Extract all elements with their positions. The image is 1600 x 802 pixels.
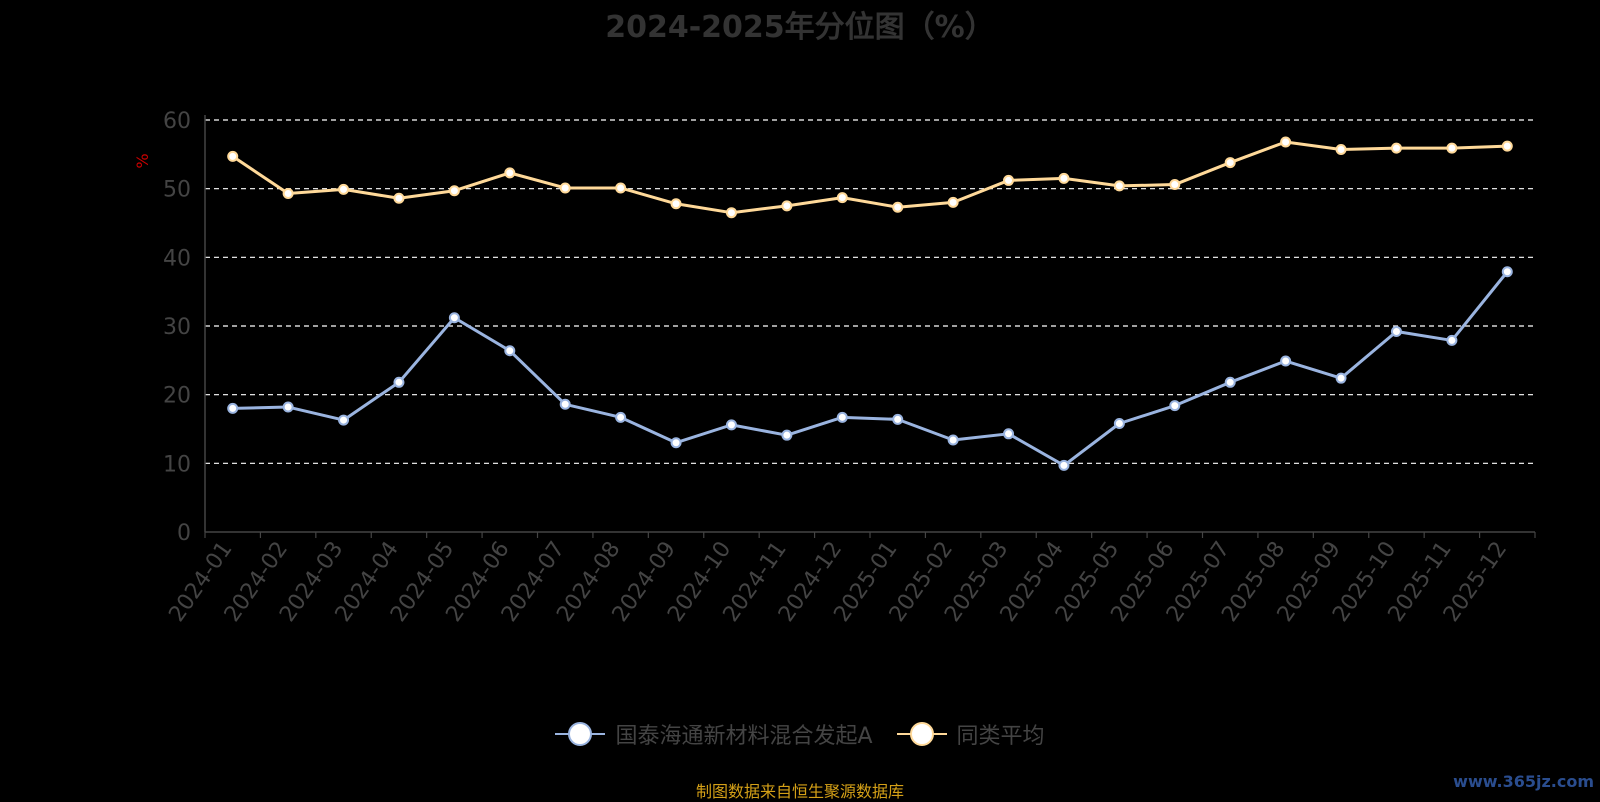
data-point-0 <box>282 401 294 413</box>
data-point-1 <box>947 196 959 208</box>
chart-legend: 国泰海通新材料混合发起A 同类平均 <box>0 718 1600 750</box>
data-point-1 <box>282 187 294 199</box>
data-point-0 <box>892 413 904 425</box>
data-point-0 <box>615 411 627 423</box>
data-point-0 <box>559 398 571 410</box>
legend-item-fund[interactable]: 国泰海通新材料混合发起A <box>555 718 873 750</box>
data-point-1 <box>725 207 737 219</box>
data-point-1 <box>504 167 516 179</box>
data-point-1 <box>393 192 405 204</box>
data-point-1 <box>670 198 682 210</box>
data-point-1 <box>615 182 627 194</box>
data-point-0 <box>504 345 516 357</box>
data-point-1 <box>448 185 460 197</box>
data-source-note: 制图数据来自恒生聚源数据库 <box>695 782 904 801</box>
data-point-0 <box>1058 459 1070 471</box>
legend-label-category-average: 同类平均 <box>956 724 1045 749</box>
data-point-1 <box>1003 174 1015 186</box>
data-point-1 <box>1058 172 1070 184</box>
data-point-0 <box>1390 325 1402 337</box>
data-point-1 <box>1280 136 1292 148</box>
data-point-0 <box>1224 376 1236 388</box>
y-tick-label: 40 <box>163 246 191 271</box>
legend-symbol-category-average <box>896 721 947 747</box>
data-point-0 <box>1446 334 1458 346</box>
legend-label-fund: 国泰海通新材料混合发起A <box>615 724 873 749</box>
data-point-0 <box>448 312 460 324</box>
data-point-1 <box>1446 142 1458 154</box>
data-point-1 <box>836 192 848 204</box>
data-point-1 <box>1169 179 1181 191</box>
data-point-0 <box>338 414 350 426</box>
data-point-0 <box>393 376 405 388</box>
data-point-1 <box>1224 157 1236 169</box>
data-point-0 <box>1003 428 1015 440</box>
legend-symbol-fund <box>555 721 606 747</box>
data-point-0 <box>1501 266 1513 278</box>
data-point-0 <box>227 402 239 414</box>
watermark-logo: www.365jz.com <box>1453 772 1594 791</box>
data-point-1 <box>1113 180 1125 192</box>
series-line-1 <box>231 140 1508 215</box>
legend-item-category-average[interactable]: 同类平均 <box>896 718 1045 750</box>
y-tick-label: 0 <box>177 521 191 546</box>
data-point-0 <box>1335 372 1347 384</box>
data-point-1 <box>1335 144 1347 156</box>
data-point-1 <box>892 201 904 213</box>
y-tick-label: 10 <box>163 452 191 477</box>
chart-title: 2024-2025年分位图（%） <box>605 10 995 45</box>
data-point-0 <box>781 429 793 441</box>
series-line-0 <box>232 270 1509 467</box>
data-point-0 <box>725 419 737 431</box>
data-point-1 <box>338 183 350 195</box>
y-axis-label: % <box>133 153 152 168</box>
y-tick-label: 20 <box>163 384 191 409</box>
data-point-0 <box>1113 418 1125 430</box>
data-point-0 <box>947 434 959 446</box>
data-point-1 <box>559 182 571 194</box>
data-point-0 <box>1280 355 1292 367</box>
data-point-0 <box>670 437 682 449</box>
data-point-1 <box>781 200 793 212</box>
data-point-0 <box>1169 400 1181 412</box>
y-tick-label: 30 <box>163 315 191 340</box>
data-point-0 <box>836 411 848 423</box>
y-tick-label: 50 <box>163 178 191 203</box>
data-point-1 <box>1390 142 1402 154</box>
y-tick-label: 60 <box>163 109 191 134</box>
data-point-1 <box>227 150 239 162</box>
data-point-1 <box>1501 140 1513 152</box>
